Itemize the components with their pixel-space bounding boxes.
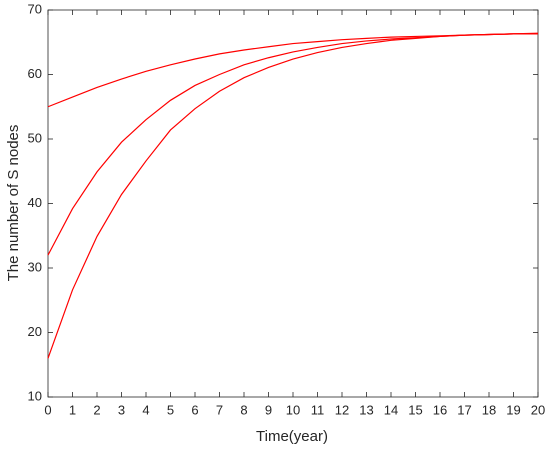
x-tick-label: 6 [191, 402, 198, 417]
plot-frame [47, 9, 539, 398]
y-tick-label: 10 [28, 388, 42, 403]
x-tick-label: 13 [359, 402, 373, 417]
x-tick-label: 20 [531, 402, 545, 417]
x-tick-label: 11 [311, 402, 325, 417]
x-tick-label: 2 [93, 402, 100, 417]
x-tick-label: 1 [69, 402, 76, 417]
x-tick-label: 10 [286, 402, 300, 417]
x-tick-label: 7 [216, 402, 223, 417]
x-tick-label: 0 [44, 402, 51, 417]
x-tick-label: 14 [384, 402, 398, 417]
y-tick-label: 30 [28, 259, 42, 274]
y-axis-label: The number of S nodes [5, 125, 22, 282]
x-tick-label: 12 [335, 402, 349, 417]
line-series [47, 32, 539, 359]
x-tick-label: 9 [265, 402, 272, 417]
x-tick-label: 16 [433, 402, 447, 417]
x-tick-label: 19 [506, 402, 520, 417]
y-tick-label: 50 [28, 130, 42, 145]
y-tick-label: 60 [28, 66, 42, 81]
line-series [47, 33, 538, 256]
y-tick-label: 70 [28, 1, 42, 16]
x-axis-label: Time(year) [256, 428, 328, 445]
line-series [47, 33, 538, 108]
x-tick-label: 3 [118, 402, 125, 417]
x-tick-label: 17 [457, 402, 471, 417]
y-tick-label: 20 [28, 324, 42, 339]
x-tick-label: 8 [240, 402, 247, 417]
x-tick-label: 5 [167, 402, 174, 417]
x-tick-label: 15 [408, 402, 422, 417]
x-tick-label: 18 [482, 402, 496, 417]
x-tick-label: 4 [142, 402, 149, 417]
y-tick-label: 40 [28, 195, 42, 210]
